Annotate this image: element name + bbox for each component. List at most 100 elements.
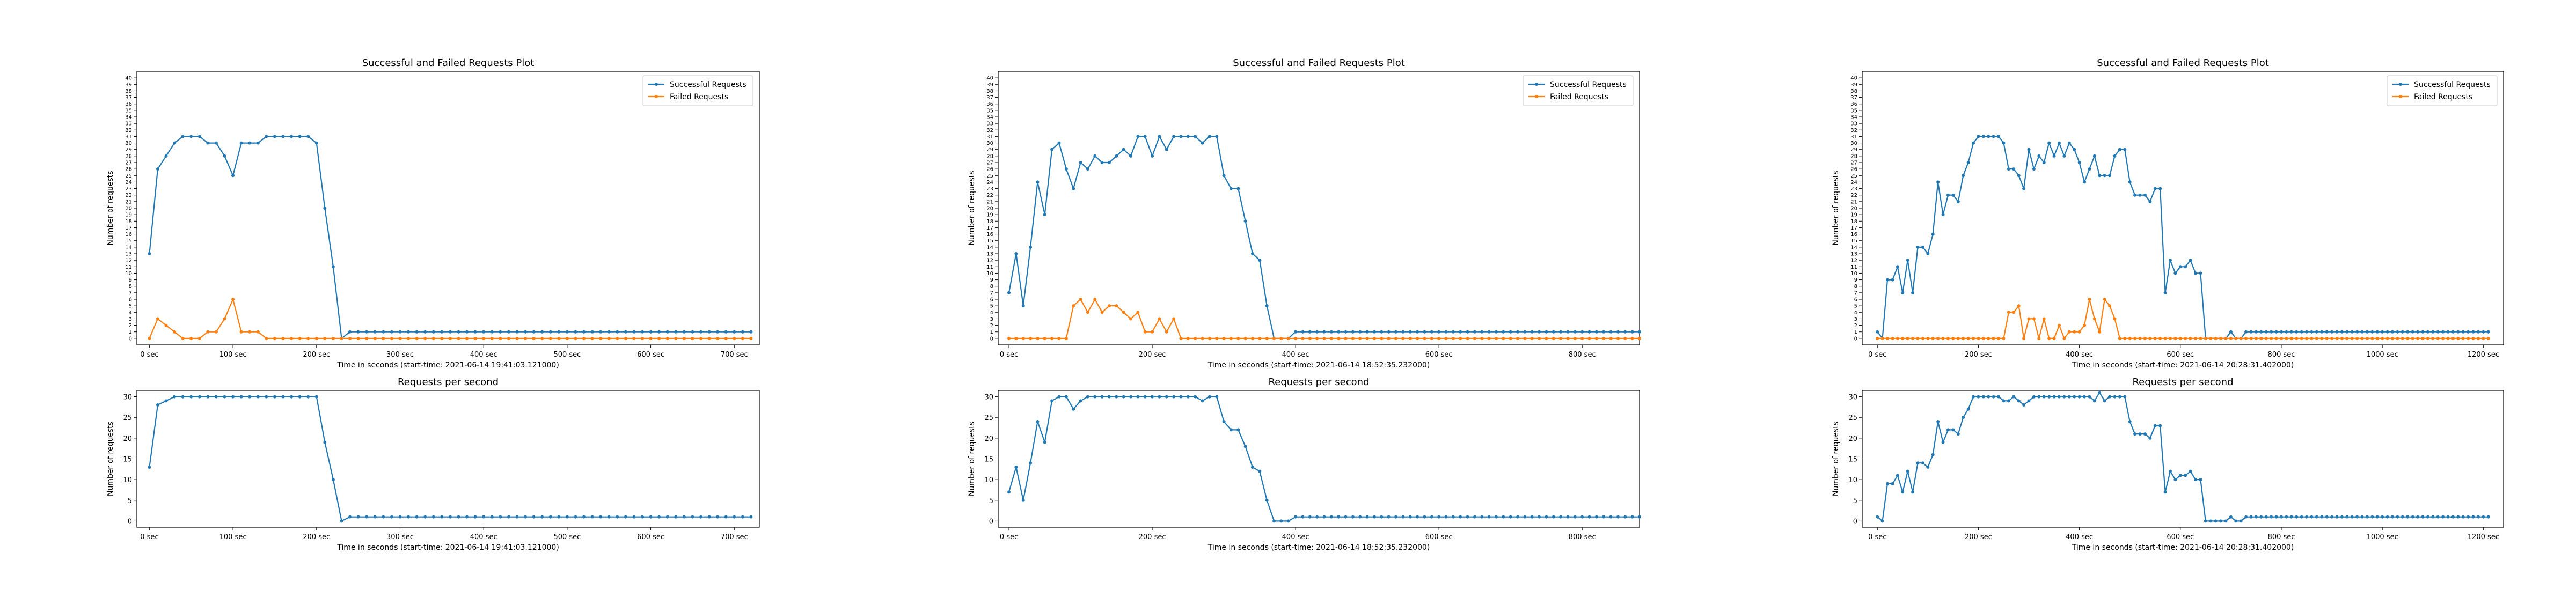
data-point bbox=[1308, 330, 1312, 334]
data-point bbox=[2249, 515, 2253, 519]
data-point bbox=[2168, 336, 2172, 340]
data-point bbox=[1602, 336, 1606, 340]
y-tick-label: 15 bbox=[984, 456, 993, 464]
data-point bbox=[1459, 330, 1462, 334]
data-point bbox=[1129, 317, 1133, 321]
data-point bbox=[499, 330, 502, 334]
x-tick-label: 1200 sec bbox=[2468, 351, 2499, 359]
data-point bbox=[2315, 336, 2318, 340]
y-tick-label: 15 bbox=[123, 456, 132, 464]
data-point bbox=[1344, 330, 1348, 334]
data-point bbox=[2062, 336, 2066, 340]
data-point bbox=[2390, 330, 2394, 334]
x-tick-label: 600 sec bbox=[2167, 533, 2194, 541]
y-tick-label: 3 bbox=[1854, 316, 1857, 322]
data-point bbox=[2002, 336, 2006, 340]
data-point bbox=[2406, 330, 2410, 334]
y-tick-label: 21 bbox=[986, 199, 993, 205]
data-point bbox=[2421, 515, 2425, 519]
data-point bbox=[2128, 419, 2132, 423]
data-point bbox=[1315, 515, 1319, 519]
data-point bbox=[1215, 135, 1219, 138]
data-point bbox=[197, 135, 201, 138]
data-point bbox=[1301, 330, 1305, 334]
data-point bbox=[1981, 395, 1985, 399]
data-point bbox=[2012, 311, 2016, 314]
data-point bbox=[1466, 515, 1469, 519]
data-point bbox=[407, 336, 411, 340]
data-point bbox=[2083, 180, 2087, 184]
data-point bbox=[1487, 515, 1491, 519]
data-point bbox=[1172, 135, 1176, 138]
data-point bbox=[1423, 336, 1426, 340]
y-tick-label: 0 bbox=[128, 518, 132, 526]
data-point bbox=[2113, 317, 2117, 321]
data-point bbox=[2345, 330, 2349, 334]
data-point bbox=[2279, 336, 2283, 340]
data-point bbox=[373, 515, 377, 519]
data-point bbox=[707, 336, 711, 340]
data-point bbox=[540, 515, 544, 519]
data-point bbox=[1358, 515, 1362, 519]
data-point bbox=[1616, 336, 1620, 340]
data-point bbox=[1194, 395, 1197, 399]
data-point bbox=[1236, 187, 1240, 190]
data-point bbox=[365, 336, 369, 340]
data-point bbox=[2289, 515, 2293, 519]
data-point bbox=[1265, 498, 1269, 502]
data-point bbox=[1372, 330, 1376, 334]
data-point bbox=[1243, 336, 1247, 340]
data-point bbox=[632, 336, 636, 340]
data-point bbox=[2027, 148, 2031, 151]
data-point bbox=[1387, 336, 1391, 340]
data-point bbox=[1638, 336, 1641, 340]
data-point bbox=[665, 336, 669, 340]
y-tick-label: 39 bbox=[1850, 82, 1857, 88]
data-point bbox=[2042, 395, 2046, 399]
y-tick-label: 32 bbox=[986, 128, 993, 134]
data-point bbox=[1552, 515, 1555, 519]
series-line-successful bbox=[1877, 392, 2489, 522]
data-point bbox=[2088, 298, 2091, 301]
data-point bbox=[2335, 336, 2339, 340]
data-point bbox=[323, 336, 327, 340]
data-point bbox=[1158, 395, 1161, 399]
data-point bbox=[674, 330, 678, 334]
data-point bbox=[2285, 515, 2288, 519]
data-point bbox=[390, 515, 393, 519]
y-tick-label: 13 bbox=[125, 252, 132, 257]
data-point bbox=[2007, 311, 2010, 314]
data-point bbox=[2249, 330, 2253, 334]
data-point bbox=[382, 330, 385, 334]
y-tick-label: 20 bbox=[125, 206, 132, 212]
y-tick-label: 10 bbox=[123, 476, 132, 484]
data-point bbox=[290, 135, 294, 138]
data-point bbox=[2098, 174, 2102, 178]
data-point bbox=[2295, 330, 2299, 334]
data-point bbox=[2088, 167, 2091, 171]
data-point bbox=[1043, 213, 1046, 217]
data-point bbox=[2092, 317, 2096, 321]
data-point bbox=[590, 330, 594, 334]
y-tick-label: 16 bbox=[1850, 232, 1857, 238]
data-point bbox=[189, 336, 193, 340]
data-point bbox=[741, 336, 744, 340]
data-point bbox=[624, 515, 627, 519]
data-point bbox=[1538, 330, 1541, 334]
data-point bbox=[2244, 330, 2248, 334]
y-tick-label: 18 bbox=[1850, 219, 1857, 225]
x-axis-label: Time in seconds (start-time: 2021-06-14 … bbox=[1208, 361, 1430, 370]
data-point bbox=[1962, 336, 1965, 340]
y-tick-label: 2 bbox=[129, 323, 132, 329]
x-tick-label: 200 sec bbox=[1139, 351, 1166, 359]
data-point bbox=[382, 336, 385, 340]
data-point bbox=[348, 336, 352, 340]
legend: Successful Requests Failed Requests bbox=[2387, 75, 2498, 106]
data-point bbox=[1265, 336, 1269, 340]
data-point bbox=[2320, 330, 2324, 334]
y-tick-label: 12 bbox=[986, 258, 993, 264]
data-point bbox=[607, 515, 611, 519]
data-point bbox=[1229, 336, 1233, 340]
data-point bbox=[1036, 419, 1040, 423]
y-tick-label: 30 bbox=[1848, 394, 1857, 402]
